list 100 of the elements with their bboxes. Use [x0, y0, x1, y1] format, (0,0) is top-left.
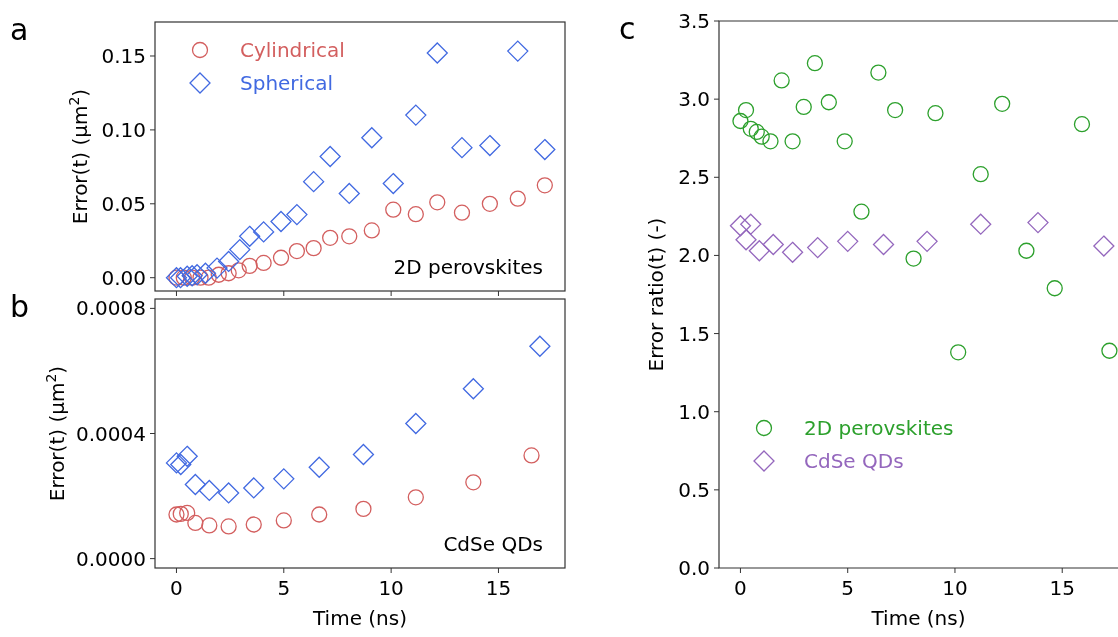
point — [453, 204, 471, 221]
legend-label: Spherical — [240, 71, 333, 95]
point — [781, 241, 804, 263]
point — [184, 473, 207, 496]
point — [361, 127, 383, 149]
point — [176, 445, 198, 467]
point — [355, 500, 372, 518]
point — [308, 456, 330, 478]
point — [529, 335, 551, 357]
point — [179, 504, 196, 522]
point — [806, 55, 824, 72]
point — [305, 239, 322, 257]
point — [807, 236, 829, 259]
x-tick-label: 0 — [734, 576, 747, 600]
y-tick-label: 2.5 — [678, 165, 710, 190]
point — [462, 378, 484, 400]
x-axis-title: Time (ns) — [870, 606, 966, 630]
point — [302, 170, 325, 193]
point — [507, 40, 529, 62]
point — [322, 229, 339, 246]
point — [217, 482, 240, 504]
point — [429, 194, 446, 211]
point — [220, 518, 237, 535]
point — [230, 262, 247, 279]
point — [352, 443, 375, 466]
point — [198, 479, 220, 502]
chart-title: c — [619, 11, 636, 46]
point — [338, 182, 360, 205]
point — [509, 190, 526, 207]
point — [748, 123, 765, 141]
point — [385, 201, 402, 218]
y-tick-label: 0.0008 — [76, 296, 146, 321]
point — [729, 215, 752, 237]
point — [319, 145, 341, 168]
point — [255, 254, 272, 272]
point — [176, 265, 198, 287]
point — [905, 250, 922, 267]
point — [784, 133, 801, 150]
point — [762, 133, 779, 150]
point — [220, 265, 237, 282]
point — [886, 101, 904, 119]
point — [748, 240, 770, 262]
x-tick-label: 15 — [485, 576, 512, 600]
x-axis-title: Time (ns) — [311, 606, 408, 630]
y-tick-label: 0.0000 — [76, 546, 146, 571]
y-tick-label: 0.10 — [101, 117, 146, 142]
legend-label: Cylindrical — [240, 38, 345, 62]
point — [773, 72, 790, 89]
point — [170, 453, 192, 476]
point — [523, 447, 540, 464]
point — [836, 133, 853, 150]
point — [479, 134, 501, 157]
point — [735, 229, 757, 251]
point — [241, 257, 258, 275]
point — [382, 172, 404, 195]
point — [217, 250, 240, 273]
point — [853, 203, 870, 220]
legend-label: 2D perovskites — [804, 416, 954, 440]
x-tick-label: 10 — [942, 576, 968, 600]
point — [742, 120, 759, 137]
point — [172, 505, 189, 523]
point — [1101, 342, 1118, 359]
x-tick-label: 5 — [277, 576, 291, 600]
point — [186, 264, 208, 286]
y-tick-label: 0.00 — [101, 265, 146, 290]
y-tick-label: 0.0 — [678, 556, 710, 580]
point — [194, 262, 217, 284]
point — [950, 344, 967, 361]
point — [927, 105, 944, 122]
y-tick-label: 3.5 — [678, 9, 710, 33]
y-tick-label: 0.5 — [678, 477, 710, 502]
point — [275, 512, 292, 529]
point — [168, 506, 185, 523]
point — [837, 230, 859, 253]
y-tick-label: 1.5 — [678, 321, 710, 346]
point — [206, 257, 228, 279]
point — [272, 249, 290, 266]
legend-label: CdSe QDs — [804, 449, 904, 473]
point — [311, 506, 328, 523]
point — [288, 242, 306, 260]
chart-title: a — [10, 12, 29, 47]
point — [820, 94, 837, 111]
x-tick-label: 0 — [170, 576, 183, 600]
point — [972, 166, 989, 183]
point — [201, 517, 218, 534]
point — [872, 233, 895, 256]
y-tick-label: 0.05 — [101, 191, 146, 216]
point — [762, 233, 784, 256]
point — [286, 203, 308, 226]
point — [245, 516, 262, 533]
point — [426, 42, 448, 64]
point — [465, 474, 482, 491]
point — [165, 452, 188, 474]
point — [970, 213, 992, 235]
point — [407, 205, 424, 223]
x-tick-label: 10 — [378, 576, 404, 600]
point — [273, 468, 295, 490]
x-tick-label: 5 — [841, 576, 855, 600]
point — [1073, 116, 1091, 133]
y-tick-label: 1.0 — [678, 399, 710, 424]
